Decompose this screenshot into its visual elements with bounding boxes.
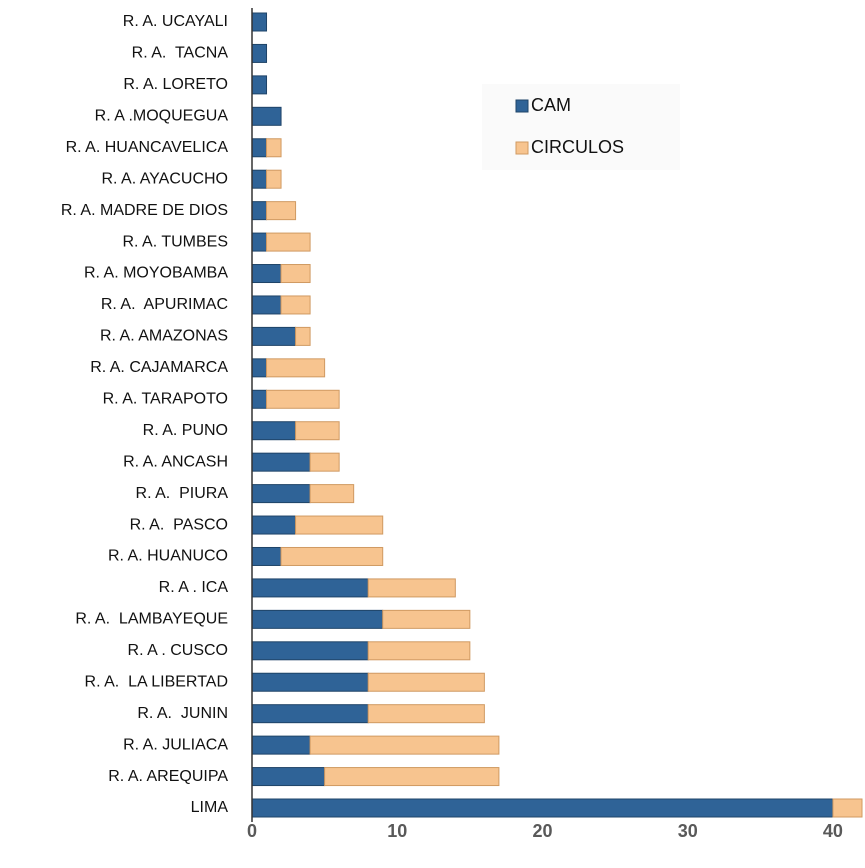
x-tick-label: 40 [823,821,843,841]
bar-segment [251,326,297,346]
category-label: R. A. TUMBES [122,233,228,250]
bar-segment [266,389,340,409]
bar-segment [251,201,268,221]
legend-label: CAM [531,95,571,115]
category-label: R. A. LAMBAYEQUE [75,611,228,628]
bar-segment [251,232,268,252]
bar-segment [251,106,282,126]
category-label: R. A. JUNIN [137,705,228,722]
bar-segment [251,609,384,629]
bar-segment [251,452,311,472]
category-label: R. A. JULIACA [123,736,228,753]
bar-segment [251,12,268,32]
bar-segment [295,515,384,535]
category-label: R. A . CUSCO [128,642,228,659]
bar-segment [251,169,268,189]
category-label: R. A. LA LIBERTAD [85,673,228,690]
bar-segment [280,546,384,566]
legend-swatch [515,99,529,113]
bar-segment [266,358,326,378]
bar-segment [324,767,500,787]
bar-segment [367,672,485,692]
category-label: R. A. AMAZONAS [100,328,228,345]
bar-segment [266,232,311,252]
category-label: R. A. TARAPOTO [103,390,228,407]
category-label: R. A. AYACUCHO [101,170,228,187]
bar-segment [309,735,500,755]
bar-segment [266,138,282,158]
bar-segment [251,389,268,409]
bar-segment [309,484,355,504]
bar-segment [251,484,311,504]
bar-segment [251,641,369,661]
bar-segment [382,609,471,629]
category-label: R. A. PUNO [143,422,228,439]
bar-segment [295,326,311,346]
x-tick-label: 10 [387,821,407,841]
category-label: R. A .MOQUEGUA [95,108,229,125]
category-label: R. A. MADRE DE DIOS [61,202,228,219]
category-label: R. A. ANCASH [123,453,228,470]
x-tick-label: 30 [678,821,698,841]
category-label: R. A. PASCO [130,516,228,533]
category-label: LIMA [191,799,229,816]
category-label: R. A. PIURA [136,485,229,502]
bar-segment [251,138,268,158]
legend-swatch [515,141,529,155]
category-label: R. A. AREQUIPA [108,768,228,785]
bar-segment [280,264,311,284]
x-tick-label: 20 [532,821,552,841]
bar-segment [251,75,268,95]
bar-segment [251,421,297,441]
bar-segment [251,43,268,63]
category-label: R. A. MOYOBAMBA [84,265,228,282]
category-label: R. A. TACNA [132,45,229,62]
bar-segment [251,515,297,535]
category-label: R. A. HUANCAVELICA [66,139,229,156]
bar-segment [251,798,834,818]
bar-segment [367,704,485,724]
bar-segment [251,704,369,724]
bar-segment [832,798,863,818]
bar-segment [251,264,282,284]
bar-segment [266,169,282,189]
bar-segment [251,358,268,378]
bar-segment [251,767,326,787]
bar-segment [266,201,297,221]
bar-segment [295,421,340,441]
bar-segment [251,672,369,692]
bar-segment [251,546,282,566]
category-label: R. A. CAJAMARCA [90,359,228,376]
x-tick-label: 0 [247,821,257,841]
category-label: R. A. HUANUCO [108,548,228,565]
bar-segment [367,641,471,661]
legend-box [482,84,680,170]
bar-segment [280,295,311,315]
bar-segment [367,578,456,598]
bar-segment [251,295,282,315]
legend-label: CIRCULOS [531,137,624,157]
category-label: R. A. UCAYALI [123,13,228,30]
bar-segment [251,735,311,755]
category-label: R. A . ICA [159,579,229,596]
bar-segment [309,452,340,472]
category-label: R. A. LORETO [123,76,228,93]
bar-segment [251,578,369,598]
category-label: R. A. APURIMAC [101,296,228,313]
